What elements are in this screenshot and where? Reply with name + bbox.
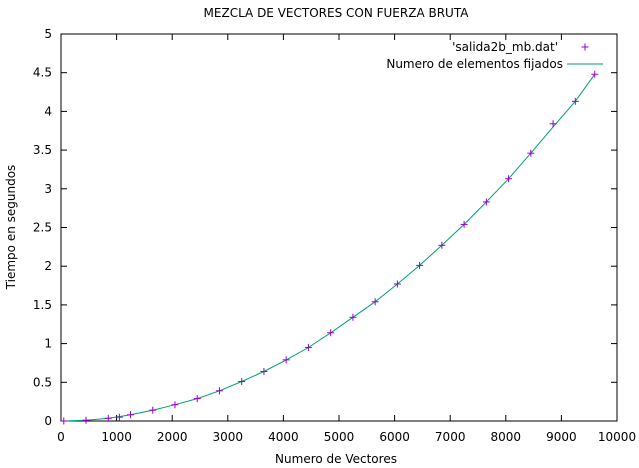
y-tick-label: 4	[44, 104, 52, 118]
data-point	[238, 378, 246, 386]
data-point	[571, 97, 579, 105]
data-point	[260, 367, 268, 375]
data-point	[282, 356, 290, 364]
data-point	[349, 313, 357, 321]
data-point	[327, 329, 335, 337]
series-line-elementos-fijados	[63, 73, 596, 422]
data-point	[549, 120, 557, 128]
data-point	[215, 387, 223, 395]
legend-label-points: 'salida2b_mb.dat'	[452, 40, 558, 54]
data-point	[115, 413, 123, 421]
x-tick-label: 0	[57, 430, 65, 444]
x-tick-label: 1000	[101, 430, 132, 444]
data-point	[149, 406, 157, 414]
data-point	[371, 298, 379, 306]
data-point	[304, 343, 312, 351]
y-tick-label: 5	[44, 27, 52, 41]
x-axis-label: Numero de Vectores	[275, 452, 397, 466]
legend-marker-points	[581, 43, 589, 51]
x-tick-label: 6000	[379, 430, 410, 444]
data-point	[527, 149, 535, 157]
data-point	[591, 70, 599, 78]
x-tick-label: 8000	[491, 430, 522, 444]
data-point	[60, 417, 68, 425]
x-axis: 0 1000 2000 3000 4000 5000 6000 7000 8000 9000 100…	[57, 34, 636, 444]
data-point	[104, 414, 112, 422]
data-point	[505, 175, 513, 183]
y-tick-label: 3	[44, 182, 52, 196]
data-point	[460, 220, 468, 228]
data-point	[416, 261, 424, 269]
y-tick-label: 0	[44, 414, 52, 428]
x-tick-label: 10000	[598, 430, 636, 444]
x-tick-label: 4000	[268, 430, 299, 444]
legend-label-line: Numero de elementos fijados	[386, 57, 563, 71]
y-tick-label: 1.5	[33, 298, 52, 312]
plot-frame	[60, 33, 618, 422]
legend: 'salida2b_mb.dat' Numero de elementos fi…	[386, 40, 603, 71]
x-tick-label: 2000	[157, 430, 188, 444]
data-point	[193, 395, 201, 403]
y-tick-label: 0.5	[33, 375, 52, 389]
y-tick-label: 4.5	[33, 66, 52, 80]
y-tick-label: 2.5	[33, 221, 52, 235]
y-tick-label: 2	[44, 259, 52, 273]
x-tick-label: 9000	[546, 430, 577, 444]
chart-title: MEZCLA DE VECTORES CON FUERZA BRUTA	[204, 6, 470, 20]
data-point	[127, 411, 134, 419]
data-point	[393, 280, 401, 288]
series-layer	[60, 70, 599, 425]
x-tick-label: 7000	[435, 430, 466, 444]
y-axis-label: Tiempo en segundos	[4, 165, 18, 291]
y-tick-label: 3.5	[33, 143, 52, 157]
data-point	[438, 241, 446, 249]
data-point	[171, 401, 179, 409]
data-point	[482, 198, 490, 206]
data-point	[82, 416, 90, 424]
x-tick-label: 3000	[213, 430, 244, 444]
x-tick-label: 5000	[324, 430, 355, 444]
y-axis: 0 0.5 1 1.5 2 2.5 3 3.5 4 4.5 5	[33, 27, 617, 428]
y-tick-label: 1	[44, 337, 52, 351]
